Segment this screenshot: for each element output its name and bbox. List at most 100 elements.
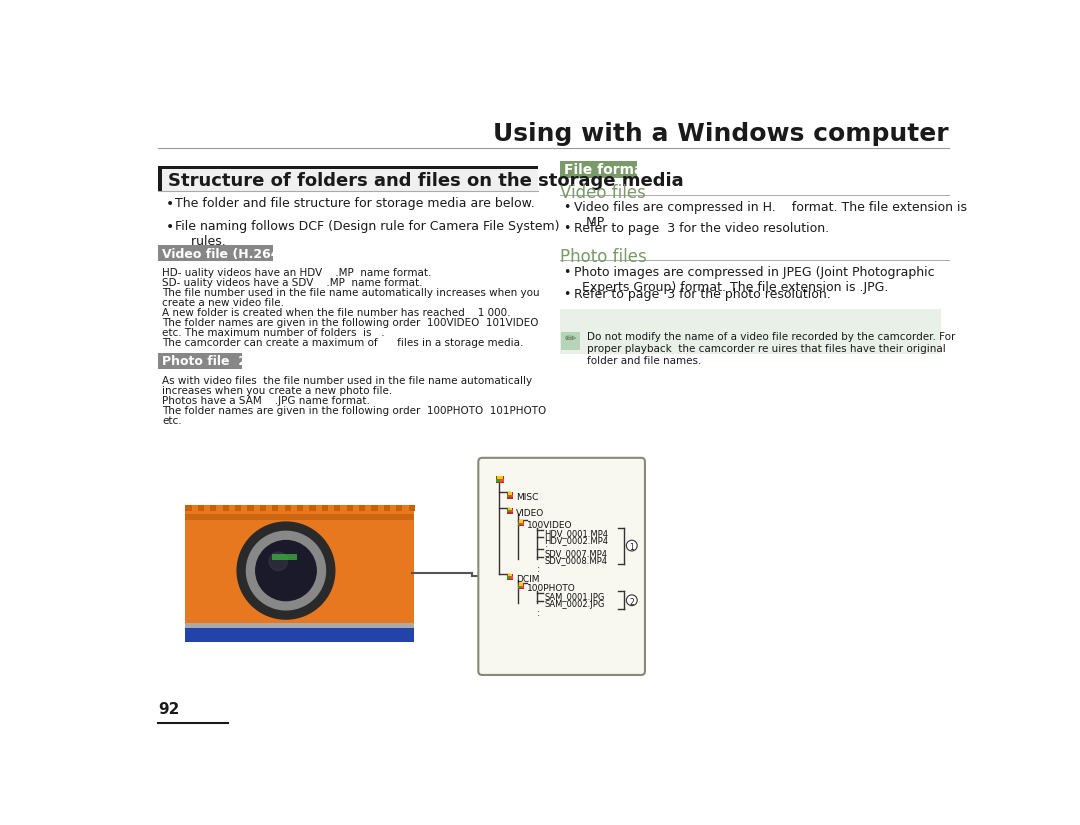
Bar bbox=[507, 508, 513, 514]
Bar bbox=[186, 628, 414, 642]
Bar bbox=[359, 505, 365, 511]
Bar bbox=[517, 586, 521, 588]
Bar bbox=[510, 495, 513, 497]
Bar bbox=[496, 479, 500, 482]
Bar bbox=[186, 505, 414, 642]
Bar bbox=[559, 161, 637, 177]
Text: 100PHOTO: 100PHOTO bbox=[527, 584, 576, 593]
Circle shape bbox=[238, 522, 335, 619]
Circle shape bbox=[246, 531, 325, 610]
Bar bbox=[322, 505, 328, 511]
Bar bbox=[347, 505, 353, 511]
Bar bbox=[508, 574, 512, 577]
Text: File naming follows DCF (Design rule for Camera File System)
    rules.: File naming follows DCF (Design rule for… bbox=[175, 220, 559, 248]
Circle shape bbox=[269, 552, 287, 571]
Text: HD- uality videos have an HDV    .MP  name format.: HD- uality videos have an HDV .MP name f… bbox=[162, 268, 432, 278]
Bar bbox=[211, 505, 216, 511]
Bar bbox=[297, 505, 303, 511]
Text: The folder names are given in the following order  100PHOTO  101PHOTO: The folder names are given in the follow… bbox=[162, 406, 546, 417]
Text: VIDEO: VIDEO bbox=[516, 509, 544, 517]
Text: 100VIDEO: 100VIDEO bbox=[527, 521, 572, 530]
Bar bbox=[272, 505, 279, 511]
Text: etc. The maximum number of folders  is   .: etc. The maximum number of folders is . bbox=[162, 328, 384, 338]
Text: Photos have a SAM    .JPG name format.: Photos have a SAM .JPG name format. bbox=[162, 396, 370, 406]
Bar bbox=[372, 505, 378, 511]
Bar bbox=[500, 479, 504, 482]
Bar bbox=[396, 505, 403, 511]
Text: A new folder is created when the file number has reached    1 000.: A new folder is created when the file nu… bbox=[162, 309, 511, 318]
Bar bbox=[510, 510, 513, 512]
Bar bbox=[159, 169, 538, 191]
Bar bbox=[309, 505, 315, 511]
Text: Structure of folders and files on the storage media: Structure of folders and files on the st… bbox=[167, 172, 684, 190]
Text: SDV_0007.MP4: SDV_0007.MP4 bbox=[544, 549, 607, 558]
Text: SAM_0001.JPG: SAM_0001.JPG bbox=[544, 592, 605, 601]
Bar bbox=[284, 505, 291, 511]
Text: 2: 2 bbox=[630, 598, 634, 607]
Text: The file number used in the file name automatically increases when you: The file number used in the file name au… bbox=[162, 289, 540, 299]
Text: Using with a Windows computer: Using with a Windows computer bbox=[494, 122, 948, 146]
Bar bbox=[260, 505, 266, 511]
Text: SAM_0002.JPG: SAM_0002.JPG bbox=[544, 601, 605, 610]
Text: •: • bbox=[564, 200, 571, 214]
Bar bbox=[159, 245, 273, 261]
Bar bbox=[507, 577, 510, 578]
Bar bbox=[186, 505, 191, 511]
Text: Photo files: Photo files bbox=[559, 248, 647, 266]
Text: •: • bbox=[564, 288, 571, 300]
Bar bbox=[496, 475, 504, 483]
Bar bbox=[159, 169, 162, 191]
Bar bbox=[507, 510, 510, 512]
Bar bbox=[408, 505, 415, 511]
Bar bbox=[507, 493, 513, 498]
Text: 92: 92 bbox=[159, 702, 179, 717]
Bar bbox=[159, 353, 242, 369]
Bar bbox=[517, 522, 521, 525]
Text: Photo file  2: Photo file 2 bbox=[162, 356, 247, 369]
Bar bbox=[198, 505, 204, 511]
Bar bbox=[508, 493, 512, 495]
Text: ✏: ✏ bbox=[565, 332, 576, 346]
Bar bbox=[186, 624, 414, 628]
FancyBboxPatch shape bbox=[478, 458, 645, 675]
Circle shape bbox=[256, 540, 316, 601]
Text: HDV_0001.MP4: HDV_0001.MP4 bbox=[544, 530, 608, 539]
Bar bbox=[247, 505, 254, 511]
Text: :: : bbox=[537, 564, 540, 574]
Text: Video file (H.264)  1: Video file (H.264) 1 bbox=[162, 248, 303, 261]
Bar bbox=[222, 505, 229, 511]
Text: File format: File format bbox=[564, 163, 650, 177]
Bar bbox=[518, 583, 524, 586]
Text: DCIM: DCIM bbox=[516, 575, 540, 584]
Text: :: : bbox=[537, 608, 540, 618]
Text: Refer to page  3 for the photo resolution.: Refer to page 3 for the photo resolution… bbox=[573, 288, 831, 300]
Bar bbox=[334, 505, 340, 511]
Text: MISC: MISC bbox=[516, 493, 539, 502]
Bar bbox=[508, 508, 512, 510]
Text: •: • bbox=[564, 266, 571, 279]
Bar bbox=[517, 521, 524, 526]
Text: The folder and file structure for storage media are below.: The folder and file structure for storag… bbox=[175, 197, 535, 210]
Text: Photo images are compressed in JPEG (Joint Photographic
  Experts Group) format.: Photo images are compressed in JPEG (Joi… bbox=[573, 266, 934, 294]
Circle shape bbox=[626, 540, 637, 551]
Text: SD- uality videos have a SDV    .MP  name format.: SD- uality videos have a SDV .MP name fo… bbox=[162, 278, 422, 289]
Bar bbox=[510, 577, 513, 578]
Bar bbox=[507, 495, 510, 497]
Circle shape bbox=[626, 595, 637, 606]
Text: etc.: etc. bbox=[162, 417, 181, 427]
Text: Video files are compressed in H.    format. The file extension is
  .MP  .: Video files are compressed in H. format.… bbox=[573, 200, 967, 229]
Text: :: : bbox=[545, 543, 549, 553]
Bar bbox=[186, 514, 414, 521]
Bar bbox=[559, 309, 941, 354]
Text: •: • bbox=[166, 220, 174, 234]
Text: SDV_0008.MP4: SDV_0008.MP4 bbox=[544, 556, 607, 565]
Text: Video files: Video files bbox=[559, 184, 646, 201]
Text: Refer to page  3 for the video resolution.: Refer to page 3 for the video resolution… bbox=[573, 222, 828, 235]
Bar bbox=[497, 476, 503, 479]
Bar bbox=[562, 332, 580, 350]
Bar bbox=[521, 522, 524, 525]
Text: HDV_0002.MP4: HDV_0002.MP4 bbox=[544, 536, 608, 545]
Text: As with video files  the file number used in the file name automatically: As with video files the file number used… bbox=[162, 376, 532, 386]
Bar bbox=[272, 554, 297, 560]
Text: The folder names are given in the following order  100VIDEO  101VIDEO: The folder names are given in the follow… bbox=[162, 318, 539, 328]
